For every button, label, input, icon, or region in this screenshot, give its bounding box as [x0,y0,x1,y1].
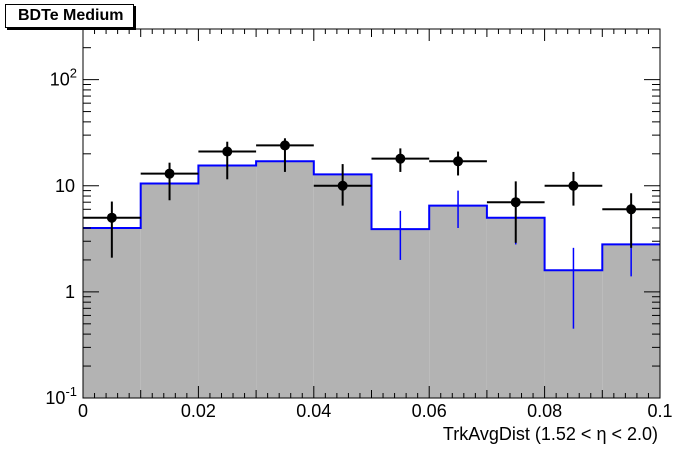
x-tick-label: 0.1 [647,401,672,421]
data-point [222,146,233,157]
y-tick-label: 1 [65,282,75,302]
x-tick-label: 0.02 [181,401,216,421]
data-point [106,212,117,223]
histogram-bin [313,174,372,398]
tick-labels: 0 0.02 0.04 0.06 0.08 0.1 10-1 1 10 102 [45,66,672,421]
histogram-outline [83,160,660,272]
x-axis-label: TrkAvgDist (1.52 < η < 2.0) [442,424,658,444]
histogram-bin [256,161,314,398]
x-tick-label: 0 [78,401,88,421]
y-tick-label: 102 [50,66,77,90]
data-point [453,156,464,167]
histogram-bin [486,217,545,398]
data-points-layer [106,140,637,223]
histogram-bin [429,205,487,398]
data-point [395,153,406,164]
data-point [568,180,579,191]
histogram-bin [198,165,257,398]
y-tick-label: 10 [55,176,75,196]
histogram-bin [140,183,199,398]
data-point [510,197,521,208]
data-point [164,168,175,179]
histogram-layer [83,160,660,398]
y-tick-label: 10-1 [45,384,77,408]
x-tick-label: 0.04 [296,401,331,421]
x-tick-label: 0.08 [527,401,562,421]
data-point [337,180,348,191]
data-point [279,140,290,151]
chart-title: BDTe Medium [5,4,135,28]
axis-ticks [82,28,661,399]
data-point [626,204,637,215]
x-tick-label: 0.06 [412,401,447,421]
